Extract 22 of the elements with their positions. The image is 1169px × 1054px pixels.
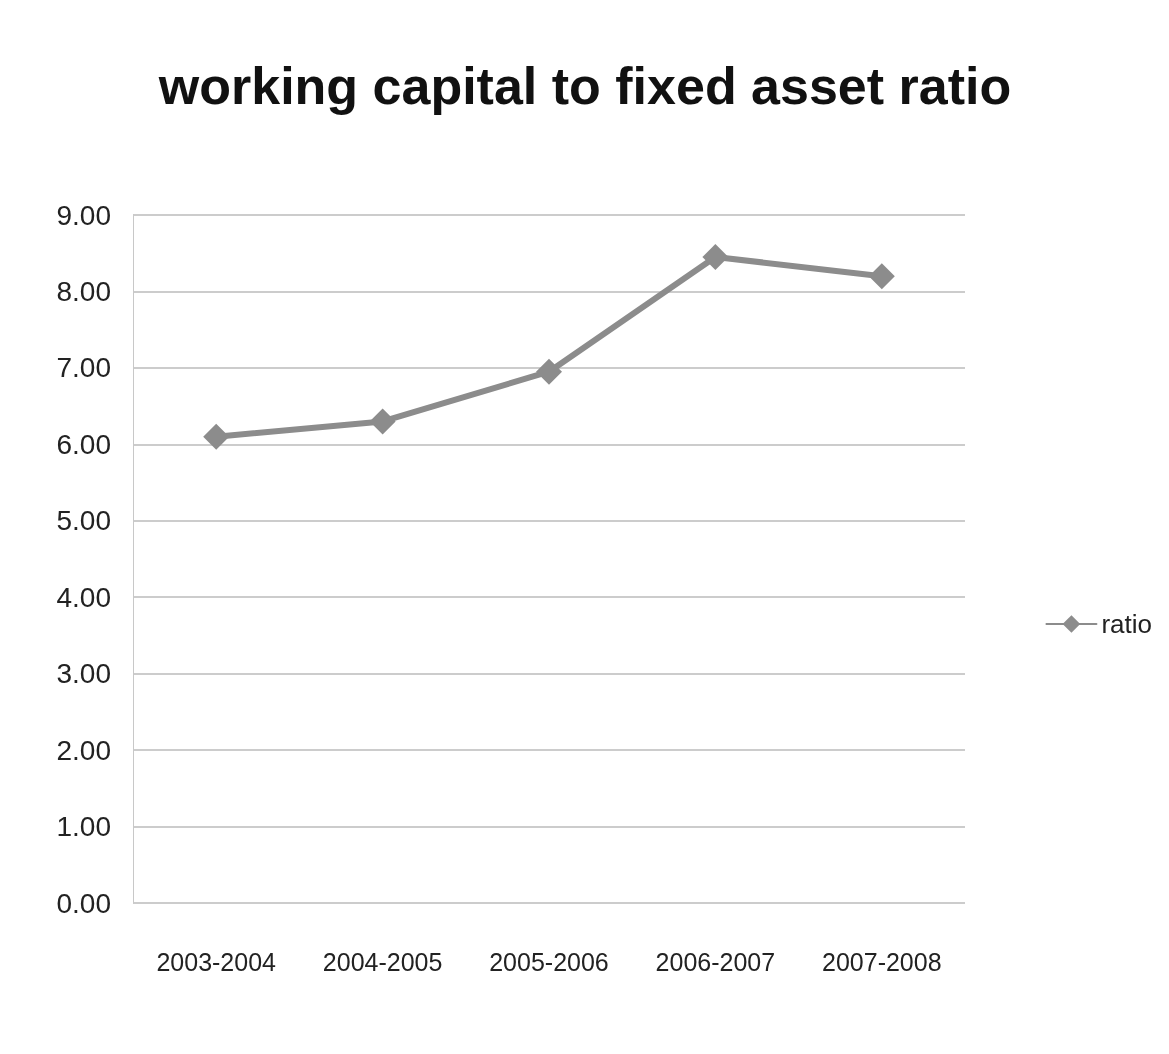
y-tick-label: 0.00 [56,887,111,919]
y-tick-label: 7.00 [56,352,111,384]
y-tick-label: 4.00 [56,581,111,613]
point [868,263,895,290]
y-tick-label: 6.00 [56,428,111,460]
x-tick-label: 2006-2007 [655,947,776,976]
legend-label: ratio [1101,609,1152,639]
point [536,358,562,385]
point [702,244,729,271]
point [369,408,396,435]
y-tick-label: 9.00 [56,199,111,231]
y-tick-label: 5.00 [56,505,111,537]
x-tick-label: 2003-2004 [156,947,277,976]
y-tick-label: 8.00 [56,275,111,307]
point [203,423,230,450]
x-tick-label: 2004-2005 [322,947,443,976]
y-tick-label: 1.00 [56,811,111,843]
y-tick-label: 2.00 [56,734,111,766]
y-tick-label: 3.00 [56,658,111,690]
chart-title: working capital to fixed asset ratio [157,57,1012,115]
x-tick-label: 2005-2006 [489,947,609,976]
x-tick-label: 2007-2008 [822,947,942,976]
